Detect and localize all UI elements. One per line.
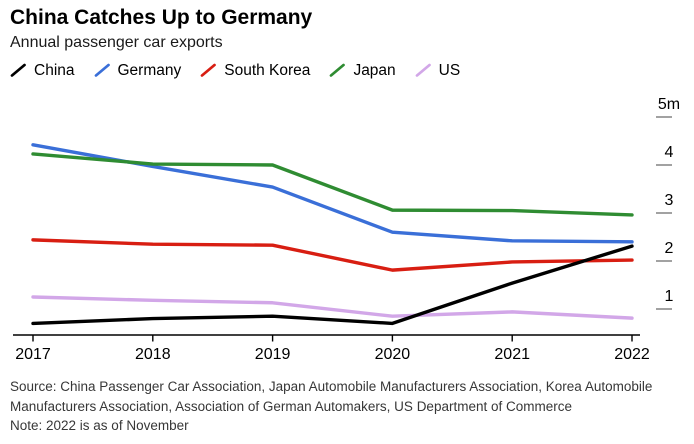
- y-tick-label: 5m: [658, 96, 680, 113]
- legend-label: Germany: [117, 61, 182, 79]
- legend-line-icon: [94, 63, 110, 78]
- chart-title: China Catches Up to Germany: [10, 6, 313, 29]
- x-tick-label: 2017: [15, 346, 51, 363]
- chart-plot-area: 5m 4 3 2 1 2017 2018 2019 2020 2021 2022: [13, 96, 680, 363]
- line-us: [31, 295, 634, 321]
- legend-item-south-korea: South Korea: [200, 62, 310, 80]
- y-tick-label: 3: [665, 192, 674, 209]
- legend-item-germany: Germany: [94, 61, 182, 80]
- chart-subtitle: Annual passenger car exports: [10, 34, 223, 52]
- legend-line-icon: [330, 63, 346, 78]
- legend: China Germany South Korea Japan US: [10, 60, 682, 81]
- legend-item-japan: Japan: [329, 61, 396, 80]
- legend-label: South Korea: [224, 61, 311, 79]
- line-china: [31, 244, 634, 326]
- x-tick-label: 2019: [255, 346, 291, 363]
- y-tick-label: 2: [665, 240, 674, 257]
- legend-line-icon: [415, 63, 431, 78]
- legend-label: US: [438, 61, 461, 79]
- legend-item-china: China: [10, 62, 75, 80]
- line-japan: [31, 152, 634, 217]
- legend-item-us: US: [415, 61, 461, 80]
- line-germany: [31, 143, 634, 244]
- x-tick-label: 2022: [614, 346, 650, 363]
- x-tick-label: 2018: [135, 346, 171, 363]
- legend-line-icon: [200, 63, 217, 78]
- x-tick-label: 2020: [375, 346, 411, 363]
- line-south-korea: [31, 238, 634, 273]
- legend-label: Japan: [353, 61, 396, 79]
- legend-line-icon: [10, 63, 26, 78]
- note-text: Note: 2022 is as of November: [10, 418, 189, 434]
- source-text: Source: China Passenger Car Association,…: [10, 379, 653, 414]
- x-tick-label: 2021: [494, 346, 530, 363]
- y-tick-label: 1: [665, 288, 674, 305]
- y-tick-label: 4: [665, 144, 674, 161]
- legend-label: China: [34, 61, 75, 79]
- chart-footer: Source: China Passenger Car Association,…: [0, 377, 694, 436]
